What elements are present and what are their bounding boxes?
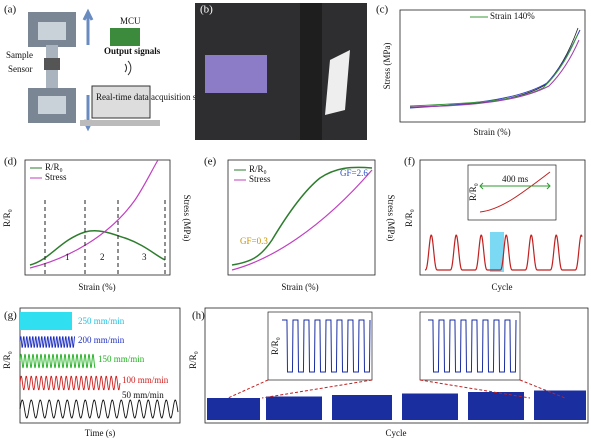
axes bbox=[24, 159, 171, 276]
connector bbox=[227, 379, 566, 399]
signal-block bbox=[402, 393, 458, 420]
signal-block bbox=[266, 396, 322, 420]
y2-axis-label: Stress (MPa) bbox=[386, 195, 396, 242]
x-axis-label: Strain (%) bbox=[473, 127, 510, 137]
panel-label: (d) bbox=[4, 156, 17, 168]
photo-machine bbox=[300, 3, 322, 140]
signal-block bbox=[534, 390, 586, 420]
mcu-board bbox=[110, 28, 140, 46]
signal-block bbox=[468, 392, 524, 420]
panel-label: (h) bbox=[192, 310, 205, 322]
curve bbox=[409, 35, 578, 107]
legend-text: 100 mm/min bbox=[122, 375, 169, 385]
legend-text: 250 mm/min bbox=[78, 316, 125, 326]
region: 1 bbox=[65, 252, 70, 262]
text: Sensor bbox=[8, 64, 33, 74]
band bbox=[20, 312, 72, 330]
sensor bbox=[44, 58, 60, 70]
legend-text: Strain 140% bbox=[490, 11, 535, 21]
text: Output signals bbox=[104, 46, 161, 56]
curve bbox=[428, 319, 517, 373]
y-axis-label: R/R₀ bbox=[404, 209, 414, 227]
y-axis-label: R/R₀ bbox=[188, 351, 198, 369]
curve bbox=[231, 169, 373, 271]
curve bbox=[19, 399, 179, 419]
inset-y-label: R/R₀ bbox=[270, 337, 280, 355]
curve bbox=[479, 171, 551, 213]
text: Sample bbox=[6, 50, 33, 60]
keyboard bbox=[80, 120, 160, 126]
legend-text: 50 mm/min bbox=[122, 390, 164, 400]
signal-block bbox=[207, 398, 260, 420]
legend-text: 200 mm/min bbox=[78, 335, 125, 345]
x-axis-label: Strain (%) bbox=[281, 282, 318, 292]
legend-text: R/R₀ bbox=[249, 164, 267, 174]
highlight bbox=[490, 232, 504, 272]
y-axis-label: Stress (MPa) bbox=[382, 43, 392, 90]
axes bbox=[419, 159, 586, 276]
axes bbox=[399, 9, 586, 123]
legend-text: 150 mm/min bbox=[98, 354, 145, 364]
inset bbox=[467, 164, 557, 221]
curve bbox=[19, 353, 96, 369]
panel-label: (c) bbox=[376, 4, 389, 16]
annotation: 400 ms bbox=[502, 174, 529, 184]
monitor bbox=[91, 85, 151, 119]
arrow bbox=[82, 8, 94, 45]
legend-text: Stress bbox=[249, 174, 271, 184]
axes bbox=[227, 159, 376, 276]
panel-label: (e) bbox=[204, 156, 217, 168]
curve bbox=[424, 234, 583, 271]
legend-text: Stress bbox=[45, 172, 67, 182]
grip-window bbox=[38, 22, 66, 40]
curve bbox=[19, 336, 75, 348]
annotation: GF=0.3 bbox=[240, 236, 268, 246]
x-axis-label: Cycle bbox=[386, 428, 407, 438]
span-arrow bbox=[479, 182, 551, 190]
inset-y-label: R/R₀ bbox=[468, 183, 478, 201]
region: 3 bbox=[142, 252, 147, 262]
y-axis-label: R/R₀ bbox=[2, 351, 12, 369]
photo-screen bbox=[205, 55, 267, 93]
curve bbox=[19, 375, 121, 391]
curve bbox=[409, 39, 580, 108]
grip-window bbox=[38, 96, 66, 114]
annotation: GF=2.6 bbox=[340, 168, 368, 178]
y2-axis-label: Stress (MPa) bbox=[182, 195, 192, 242]
panel-label: (a) bbox=[4, 4, 17, 16]
curve bbox=[409, 27, 579, 108]
legend-text: R/R₀ bbox=[45, 162, 63, 172]
region: 2 bbox=[100, 252, 105, 262]
x-axis-label: Cycle bbox=[492, 282, 513, 292]
axes bbox=[19, 307, 181, 424]
curve bbox=[282, 319, 371, 373]
signal-block bbox=[332, 395, 392, 420]
wifi-icon bbox=[124, 60, 132, 76]
panel-label: (f) bbox=[404, 156, 415, 168]
text: MCU bbox=[120, 16, 141, 26]
curve bbox=[409, 29, 581, 109]
text: Real-time data acquisition software bbox=[96, 92, 224, 102]
y-axis-label: R/R₀ bbox=[2, 209, 12, 227]
axes bbox=[204, 307, 589, 424]
curve bbox=[29, 159, 159, 269]
x-axis-label: Strain (%) bbox=[78, 282, 115, 292]
panel-label: (b) bbox=[200, 4, 213, 16]
curve bbox=[231, 166, 373, 266]
divider bbox=[44, 200, 166, 275]
inset bbox=[419, 311, 521, 381]
photo-sample bbox=[325, 50, 350, 115]
panel-label: (g) bbox=[4, 310, 17, 322]
x-axis-label: Time (s) bbox=[85, 428, 115, 438]
